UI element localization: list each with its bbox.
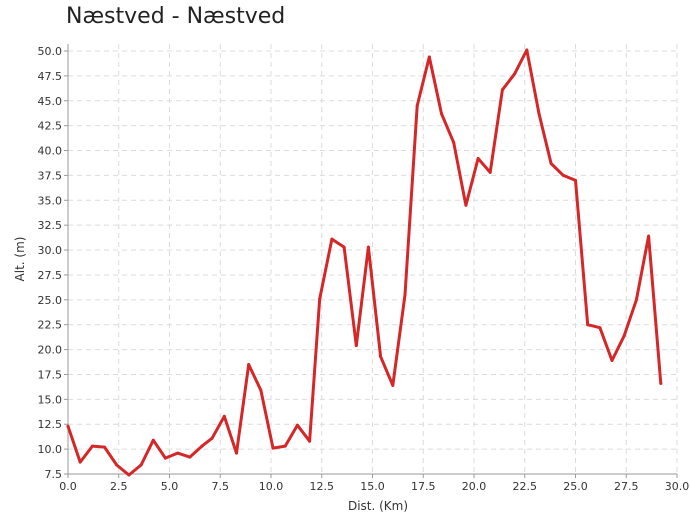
elevation-point (476, 157, 480, 160)
x-tick-label: 15.0 (360, 480, 385, 493)
x-tick-label: 17.5 (411, 480, 436, 493)
x-tick-label: 5.0 (161, 480, 179, 493)
x-tick-label: 20.0 (462, 480, 487, 493)
elevation-point (200, 444, 204, 448)
elevation-point (366, 245, 370, 249)
y-tick-label: 25.0 (38, 294, 63, 307)
elevation-point (90, 444, 94, 448)
y-tick-label: 40.0 (38, 145, 63, 158)
elevation-series-line (66, 48, 663, 477)
elevation-point (295, 423, 299, 427)
x-tick-label: 0.0 (59, 480, 77, 493)
y-axis-label: Alt. (m) (13, 237, 27, 282)
elevation-point (452, 141, 456, 145)
y-tick-label: 15.0 (38, 393, 63, 406)
elevation-point (354, 344, 358, 348)
elevation-point (659, 381, 663, 385)
y-tick-label: 22.5 (38, 319, 63, 332)
elevation-point (379, 355, 383, 359)
elevation-point (427, 55, 431, 59)
series-group (66, 48, 663, 477)
elevation-point (308, 439, 312, 443)
elevation-point (525, 48, 529, 52)
elevation-point (574, 178, 577, 182)
elevation-point (78, 460, 82, 464)
elevation-point (235, 451, 238, 455)
chart-title: Næstved - Næstved (66, 4, 286, 29)
elevation-point (500, 88, 504, 92)
x-tick-labels: 0.0 2.5 5.0 7.5 10.0 12.5 15.0 17.5 20.0 22.5 25.0… (59, 474, 689, 493)
elevation-point (318, 297, 322, 301)
elevation-point (103, 445, 106, 449)
x-axis-label: Dist. (Km) (348, 499, 408, 513)
y-tick-labels: 7.5 10.0 12.5 15.0 17.5 20.0 22.5 25.0 27.5 30.0 3… (38, 45, 68, 481)
elevation-point (342, 245, 346, 249)
x-tick-label: 2.5 (110, 480, 128, 493)
x-tick-label: 30.0 (665, 480, 690, 493)
y-tick-label: 50.0 (38, 45, 63, 58)
elevation-point (259, 388, 263, 392)
elevation-point (271, 446, 275, 450)
elevation-point (210, 436, 214, 440)
x-tick-label: 12.5 (310, 480, 335, 493)
y-tick-label: 47.5 (38, 70, 63, 83)
y-tick-label: 20.0 (38, 344, 63, 357)
elevation-point (586, 323, 590, 327)
grid-lines (67, 44, 678, 475)
elevation-point (66, 424, 70, 428)
y-tick-label: 17.5 (38, 368, 63, 381)
elevation-point (488, 170, 492, 174)
y-tick-label: 12.5 (38, 418, 63, 431)
elevation-point (247, 363, 251, 366)
y-tick-label: 30.0 (38, 244, 63, 257)
y-tick-label: 32.5 (38, 219, 63, 232)
elevation-point (127, 473, 131, 477)
elevation-point (610, 359, 614, 362)
elevation-point (415, 104, 419, 108)
elevation-point (622, 334, 626, 338)
elevation-point (598, 326, 602, 330)
elevation-point (549, 162, 553, 165)
y-tick-label: 27.5 (38, 269, 63, 282)
x-tick-label: 25.0 (563, 480, 588, 493)
elevation-point (440, 112, 443, 116)
y-tick-label: 45.0 (38, 95, 63, 108)
elevation-point (634, 298, 638, 302)
elevation-point (403, 293, 407, 297)
elevation-point (151, 438, 155, 442)
elevation-point (561, 173, 565, 177)
elevation-point (537, 112, 541, 116)
elevation-point (115, 463, 119, 467)
elevation-point (176, 451, 180, 455)
y-tick-label: 42.5 (38, 120, 63, 133)
elevation-point (391, 383, 395, 387)
elevation-point (222, 414, 226, 418)
y-tick-label: 35.0 (38, 194, 63, 207)
y-tick-label: 10.0 (38, 443, 63, 456)
x-tick-label: 22.5 (513, 480, 538, 493)
elevation-point (647, 234, 651, 238)
elevation-point (188, 455, 192, 459)
x-tick-label: 7.5 (212, 480, 230, 493)
y-tick-label: 37.5 (38, 169, 63, 182)
x-tick-label: 10.0 (259, 480, 284, 493)
x-tick-label: 27.5 (614, 480, 639, 493)
y-tick-label: 7.5 (45, 468, 63, 481)
elevation-point (464, 203, 468, 207)
elevation-point (283, 444, 287, 448)
elevation-point (163, 456, 167, 460)
elevation-point (330, 237, 334, 241)
elevation-point (139, 463, 143, 467)
elevation-point (513, 72, 517, 76)
